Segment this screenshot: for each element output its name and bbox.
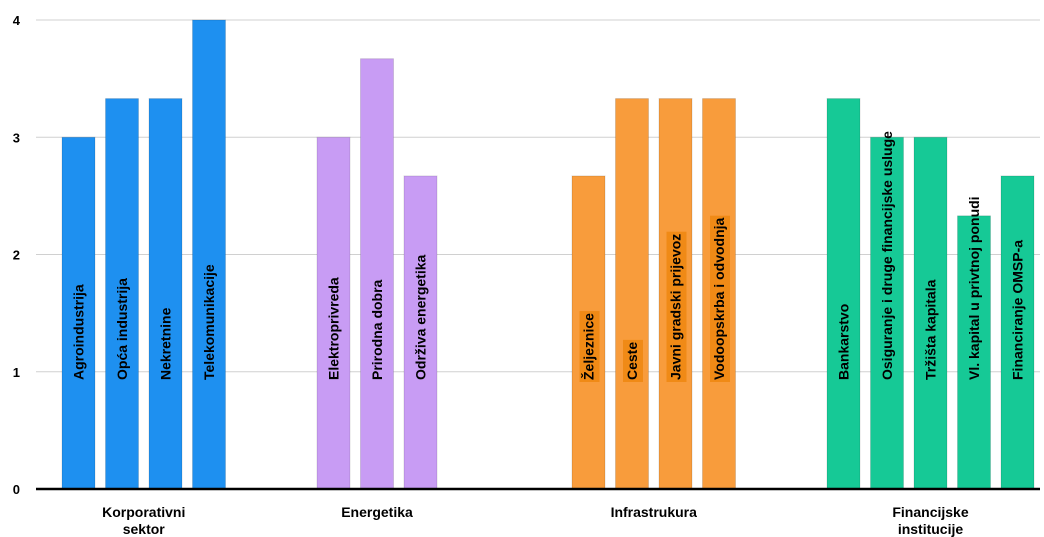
bar-label: Vl. kapital u privtnoj ponudi (966, 196, 982, 380)
group-label-line: sektor (123, 521, 166, 537)
bar-label-bg (710, 215, 730, 382)
group-label-line: Energetika (341, 504, 413, 520)
y-tick-label: 3 (13, 130, 20, 145)
bar (1000, 175, 1035, 490)
bar (105, 98, 139, 490)
bar-label: Bankarstvo (836, 304, 852, 380)
bar-label: Održiva energetika (413, 255, 429, 380)
y-tick-label: 4 (13, 13, 21, 28)
bar-group: Agroindustrija Opća industrija Nekretnine T… (61, 19, 226, 490)
bar-group: Elektroprivreda Prirodna dobra Održiva ene… (316, 58, 438, 490)
bar (148, 98, 183, 490)
bar-label: Osiguranje i druge financijske usluge (879, 131, 895, 380)
bar-label: Telekomunikacije (201, 264, 217, 380)
bar-label: Vodoopskrba i odvodnja (711, 217, 727, 380)
bar (870, 136, 904, 490)
bar-group: Bankarstvo Osiguranje i druge financijske… (826, 98, 1035, 490)
bar-label: Nekretnine (158, 307, 174, 380)
y-tick-label: 0 (13, 482, 20, 497)
bar-label: Ceste (624, 342, 640, 380)
bar-label: Prirodna dobra (369, 279, 385, 380)
bar-label-bg (579, 311, 600, 382)
bar (826, 98, 861, 490)
group-label: Infrastrukura (611, 504, 698, 520)
y-tick-label: 1 (13, 365, 20, 380)
bar-group: Željeznice Ceste Javni gradski prijevoz Vod… (571, 98, 736, 490)
bar-label: Agroindustrija (71, 284, 87, 380)
y-tick-label: 2 (13, 248, 20, 263)
group-label-line: Financijske (892, 504, 968, 520)
group-label-line: Korporativni (102, 504, 185, 520)
bar-label: Željeznice (580, 313, 597, 380)
bar-label: Tržišta kapitala (923, 279, 939, 380)
bar (615, 98, 649, 490)
bar (316, 136, 351, 490)
bar (957, 215, 991, 490)
bar-label: Javni gradski prijevoz (668, 234, 684, 380)
bar (61, 136, 96, 490)
group-label-line: Infrastrukura (611, 504, 698, 520)
bar (192, 19, 226, 490)
bar-label-bg (623, 339, 643, 382)
bar-label-bg (666, 231, 687, 382)
bar (360, 58, 394, 490)
group-label: Financijske institucije (892, 504, 968, 537)
group-label-line: institucije (898, 521, 964, 537)
bar-label: Opća industrija (114, 278, 130, 380)
group-label: Energetika (341, 504, 413, 520)
bar-label: Financiranje OMSP-a (1010, 240, 1026, 380)
bar-label: Elektroprivreda (326, 277, 342, 380)
group-label: Korporativni sektor (102, 504, 185, 537)
